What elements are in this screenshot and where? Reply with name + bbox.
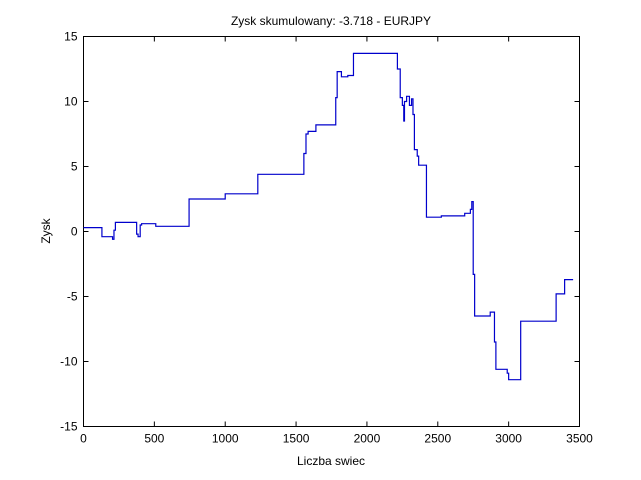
chart-title: Zysk skumulowany: -3.718 - EURJPY [231,14,431,28]
y-tick-label: -10 [60,355,78,369]
y-tick-label: 5 [71,160,78,174]
x-axis-label: Liczba swiec [297,454,365,468]
x-tick-label: 3500 [566,432,593,446]
y-tick-label: 10 [64,95,78,109]
x-tick-label: 3000 [495,432,522,446]
axis-ticks [83,36,580,427]
x-tick-label: 1500 [283,432,310,446]
x-tick-label: 500 [144,432,164,446]
y-axis-label: Zysk [39,217,53,243]
axis-tick-labels: 0 500 1000 1500 2000 2500 3000 3500 -15 -10 -5 0 5 10… [60,30,593,446]
x-tick-label: 2500 [424,432,451,446]
series-line [83,52,574,381]
y-tick-label: 0 [71,225,78,239]
plot-area [83,36,580,427]
y-tick-label: -5 [67,290,78,304]
x-tick-label: 0 [80,432,87,446]
y-tick-label: -15 [60,420,78,434]
x-tick-label: 1000 [212,432,239,446]
x-tick-label: 2000 [354,432,381,446]
y-tick-label: 15 [64,30,78,44]
